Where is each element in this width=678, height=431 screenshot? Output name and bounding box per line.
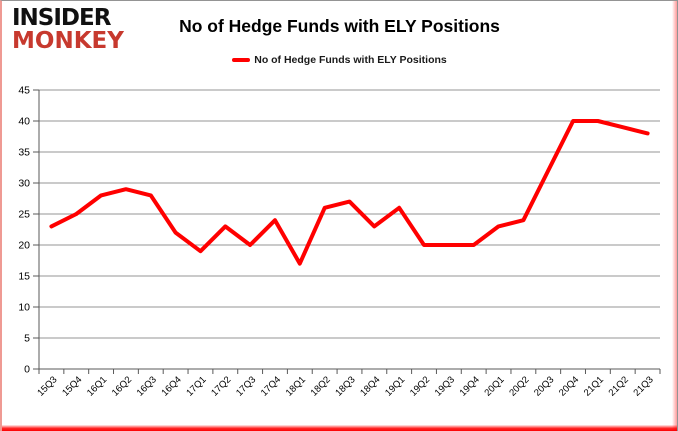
y-axis-label: 15 xyxy=(18,271,30,283)
chart-legend: No of Hedge Funds with ELY Positions xyxy=(2,54,677,66)
x-axis-label: 21Q3 xyxy=(631,374,655,398)
x-axis-label: 19Q4 xyxy=(458,374,482,398)
x-axis-label: 20Q2 xyxy=(507,374,531,398)
series-line xyxy=(49,119,650,266)
x-axis-label: 18Q2 xyxy=(309,374,333,398)
x-axis-label: 20Q4 xyxy=(557,374,581,398)
logo-insider-text: INSIDER xyxy=(12,5,111,31)
x-axis-label: 20Q3 xyxy=(532,374,556,398)
x-axis-label: 15Q4 xyxy=(60,374,84,398)
y-axis-label: 0 xyxy=(24,364,30,376)
x-axis-label: 16Q1 xyxy=(85,374,109,398)
x-axis-label: 18Q1 xyxy=(284,374,308,398)
x-axis-label: 16Q3 xyxy=(135,374,159,398)
legend-line-marker xyxy=(232,58,251,62)
x-axis-label: 19Q3 xyxy=(433,374,457,398)
x-axis-label: 20Q1 xyxy=(482,374,506,398)
x-axis-label: 17Q2 xyxy=(209,374,233,398)
x-axis-label: 18Q3 xyxy=(333,374,357,398)
y-axis-label: 40 xyxy=(18,116,30,128)
x-axis-label: 19Q1 xyxy=(383,374,407,398)
insider-monkey-logo: INSIDER MONKEY xyxy=(12,7,124,53)
x-axis-label: 21Q2 xyxy=(607,374,631,398)
x-axis-label: 17Q4 xyxy=(259,374,283,398)
x-axis-label: 18Q4 xyxy=(358,374,382,398)
y-axis-label: 45 xyxy=(18,85,30,97)
chart-title: No of Hedge Funds with ELY Positions xyxy=(179,16,500,36)
x-axis-label: 15Q3 xyxy=(35,374,59,398)
y-axis-label: 20 xyxy=(18,240,30,252)
x-axis-label: 19Q2 xyxy=(408,374,432,398)
x-axis-label: 16Q2 xyxy=(110,374,134,398)
y-axis-label: 35 xyxy=(18,147,30,159)
x-axis-label: 17Q1 xyxy=(184,374,208,398)
legend-label: No of Hedge Funds with ELY Positions xyxy=(254,54,447,66)
x-axis-label: 17Q3 xyxy=(234,374,258,398)
x-axis-label: 16Q4 xyxy=(160,374,184,398)
y-axis-label: 25 xyxy=(18,209,30,221)
x-axis-label: 21Q1 xyxy=(582,374,606,398)
y-axis-label: 10 xyxy=(18,302,30,314)
y-axis-label: 30 xyxy=(18,178,30,190)
y-axis-label: 5 xyxy=(24,333,30,345)
logo-monkey-text: MONKEY xyxy=(12,28,124,54)
